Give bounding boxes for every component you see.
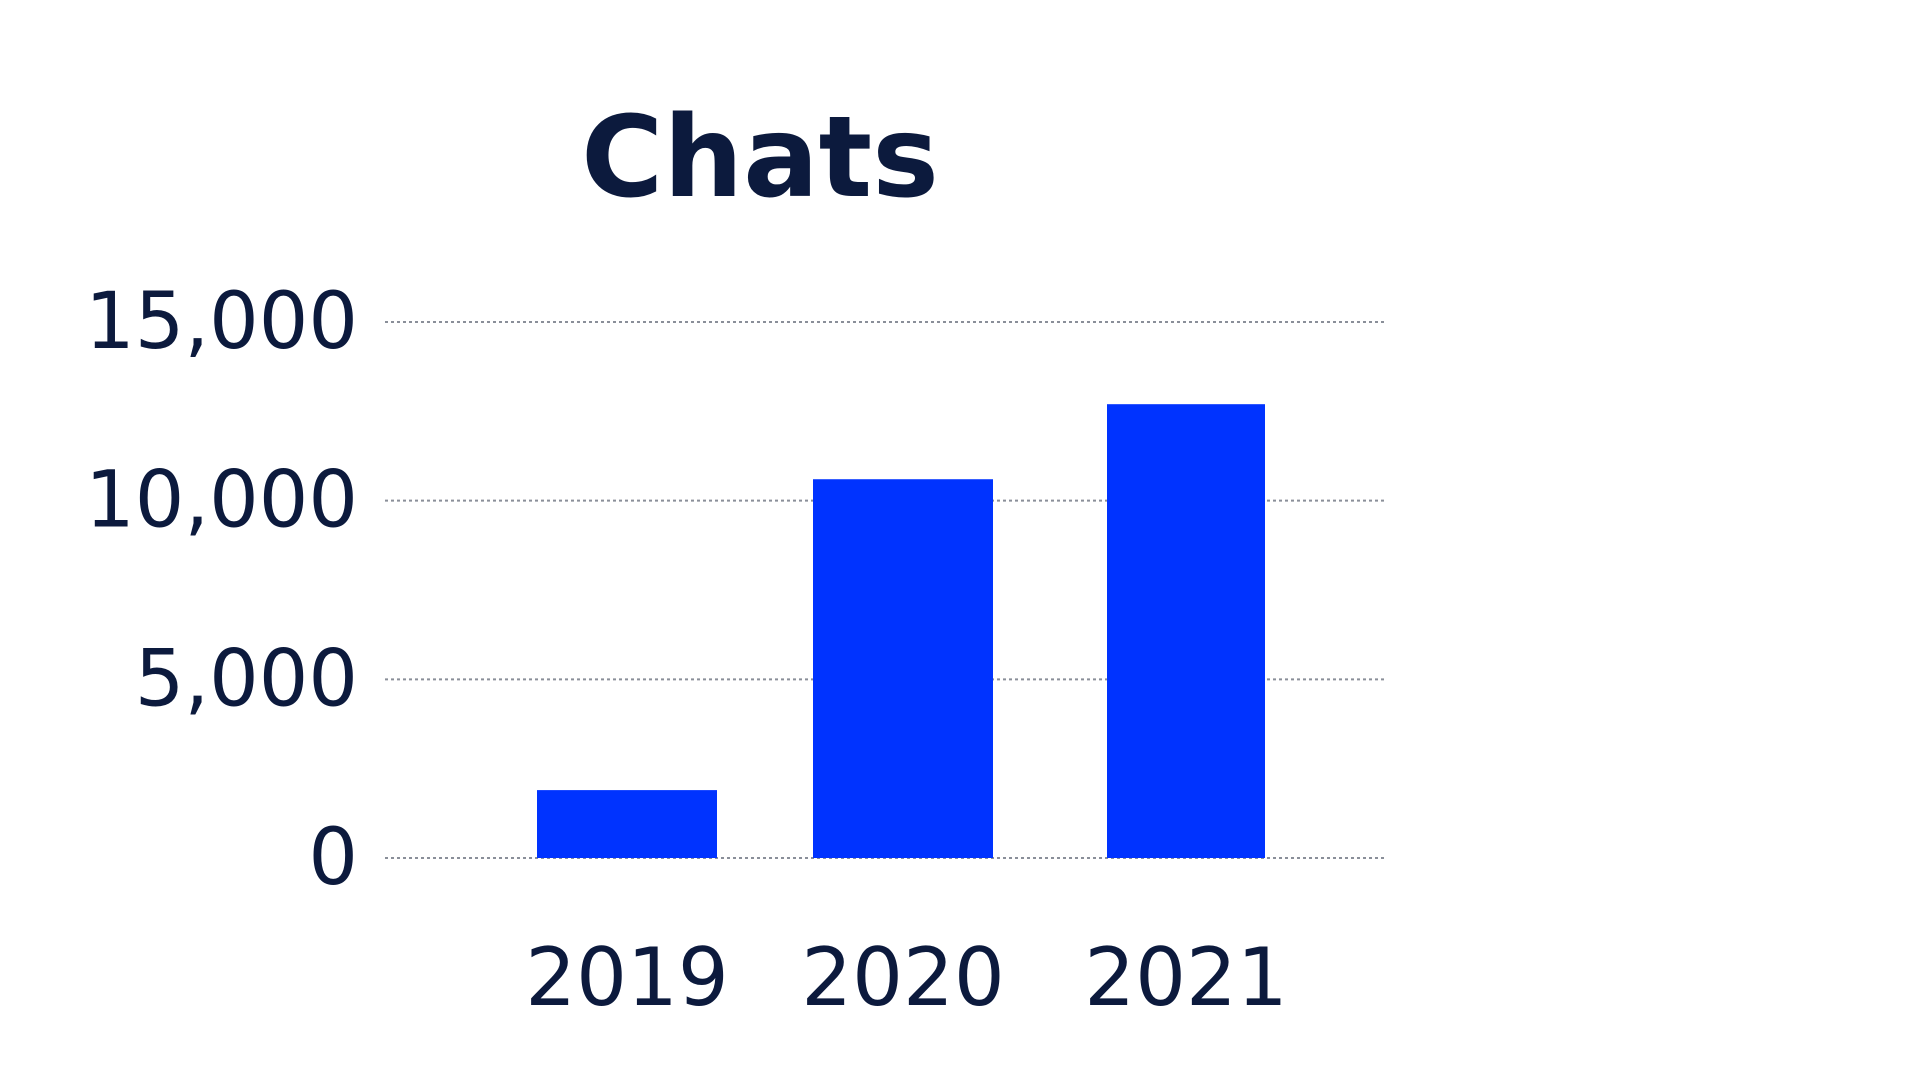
x-axis-category-labels: 2019 2020 2021 — [525, 931, 1288, 1024]
bars — [537, 404, 1265, 858]
y-tick-label: 15,000 — [85, 277, 358, 367]
y-tick-label: 0 — [308, 813, 358, 903]
x-category-label: 2020 — [801, 931, 1005, 1024]
y-axis-tick-labels: 0 5,000 10,000 15,000 — [85, 277, 358, 903]
y-tick-label: 10,000 — [85, 456, 358, 546]
x-category-label: 2019 — [525, 931, 729, 1024]
chart-title: Chats — [581, 93, 939, 223]
y-tick-label: 5,000 — [135, 634, 358, 724]
bar-2020 — [813, 479, 993, 858]
bar-2021 — [1107, 404, 1265, 858]
x-category-label: 2021 — [1084, 931, 1288, 1024]
bar-2019 — [537, 790, 717, 858]
